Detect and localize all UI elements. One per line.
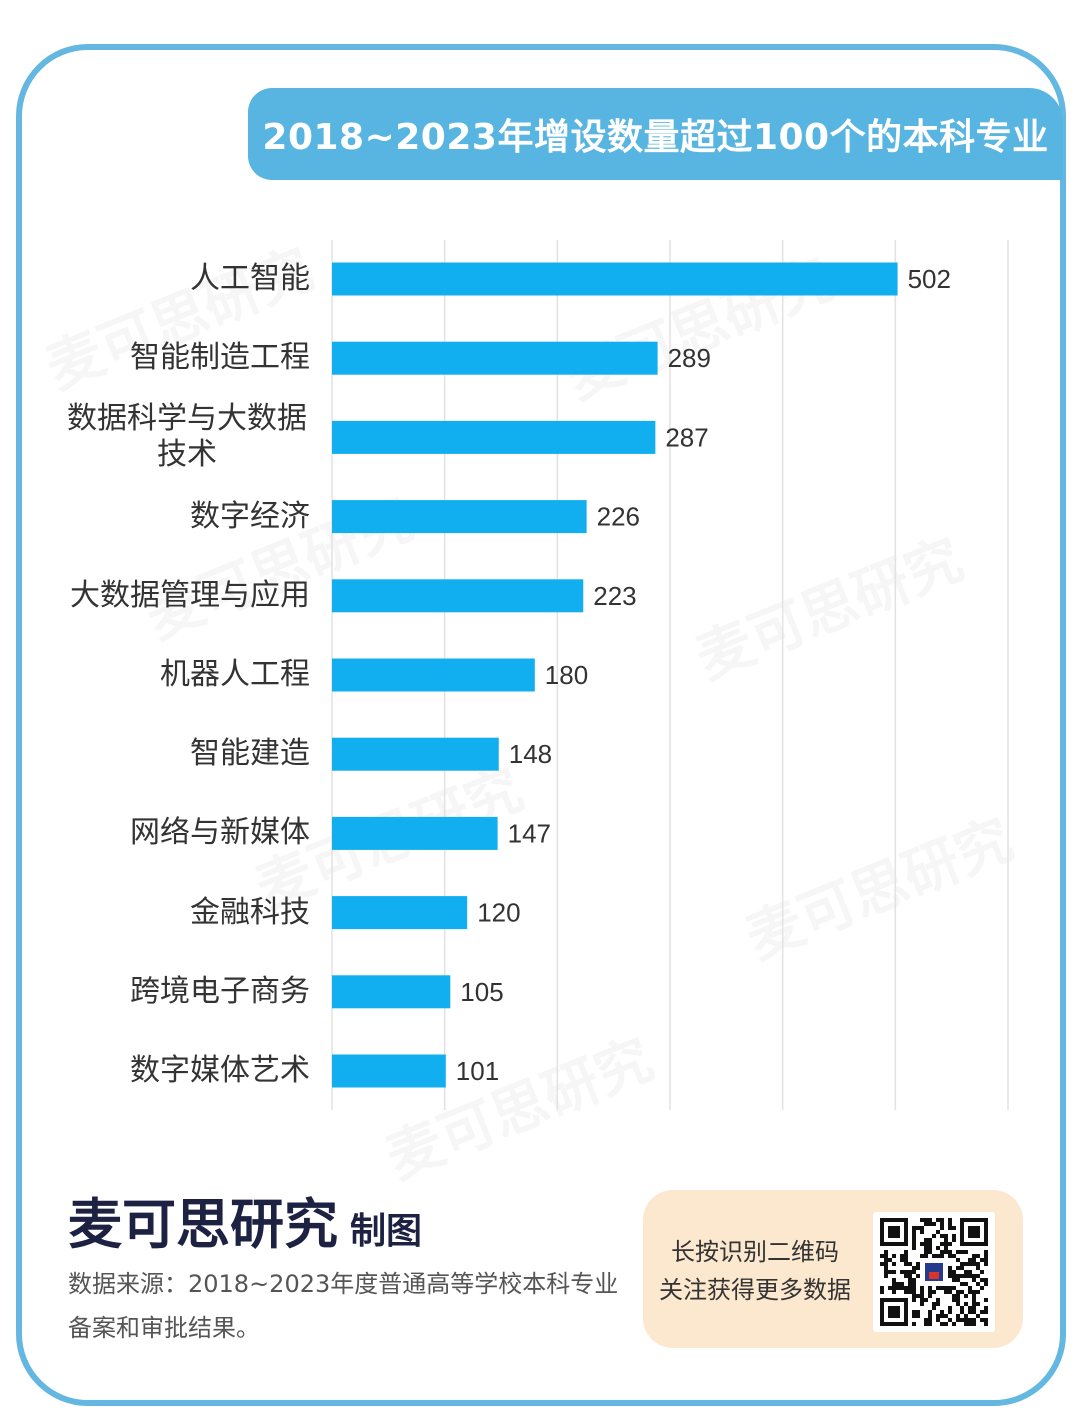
category-row-2: 数据科学与大数据技术 <box>20 401 310 473</box>
data-label-7: 147 <box>508 818 551 848</box>
category-row-7: 网络与新媒体 <box>20 815 310 851</box>
qr-code-icon <box>873 1212 995 1332</box>
qr-finder-inner <box>888 1226 900 1238</box>
title-banner: 2018~2023年增设数量超过100个的本科专业 <box>248 88 1063 180</box>
category-label-0: 人工智能 <box>190 261 310 296</box>
chart-bar-6 <box>332 737 499 771</box>
category-row-4: 大数据管理与应用 <box>20 578 310 614</box>
qr-code-graphic <box>880 1218 988 1326</box>
brand-credit: 麦可思研究 制图 <box>68 1196 422 1267</box>
chart-bar-3 <box>332 500 587 534</box>
chart-bar-8 <box>332 896 468 930</box>
data-label-8: 120 <box>477 898 520 928</box>
qr-promo-line: 长按识别二维码 <box>671 1238 839 1266</box>
data-label-1: 289 <box>668 343 711 373</box>
gridlines <box>331 240 1009 1110</box>
chart-bar-4 <box>332 579 584 613</box>
category-label-4: 大数据管理与应用 <box>70 577 310 613</box>
chart-title: 2018~2023年增设数量超过100个的本科专业 <box>262 117 1049 158</box>
chart-bar-5 <box>332 658 535 692</box>
brand-name: 麦可思研究 <box>68 1193 338 1256</box>
category-labels: 人工智能智能制造工程数据科学与大数据技术数字经济大数据管理与应用机器人工程智能建… <box>0 230 330 1130</box>
data-label-4: 223 <box>593 581 636 611</box>
brand-suffix: 制图 <box>350 1211 423 1252</box>
qr-promo-text: 长按识别二维码 关注获得更多数据 <box>645 1233 865 1309</box>
category-label-6: 智能建造 <box>190 736 310 772</box>
category-label-10: 数字媒体艺术 <box>130 1053 310 1088</box>
data-label-5: 180 <box>545 660 588 690</box>
category-row-1: 智能制造工程 <box>20 340 310 376</box>
category-label-2: 数据科学与大数据技术 <box>67 401 307 473</box>
category-row-9: 跨境电子商务 <box>20 974 310 1010</box>
data-source-line: 数据来源：2018~2023年度普通高等学校本科专业 <box>68 1270 619 1298</box>
chart-bar-1 <box>332 341 658 375</box>
qr-finder-inner <box>888 1306 900 1318</box>
category-label-7: 网络与新媒体 <box>130 815 310 851</box>
category-row-8: 金融科技 <box>20 895 310 931</box>
value-labels: 502 289 287 226 223 180 148 147 120 105 101 <box>456 264 951 1086</box>
chart-bar-2 <box>332 420 656 454</box>
data-label-2: 287 <box>665 422 708 452</box>
data-label-3: 226 <box>597 502 640 532</box>
data-label-10: 101 <box>456 1056 499 1086</box>
category-label-8: 金融科技 <box>190 894 310 930</box>
chart-bar-7 <box>332 816 498 850</box>
category-label-5: 机器人工程 <box>160 657 310 692</box>
chart-bar-9 <box>332 975 451 1009</box>
qr-modules <box>880 1218 988 1326</box>
data-source-note: 数据来源：2018~2023年度普通高等学校本科专业 备案和审批结果。 <box>68 1262 618 1350</box>
category-row-10: 数字媒体艺术 <box>20 1053 310 1089</box>
category-row-5: 机器人工程 <box>20 657 310 693</box>
data-label-9: 105 <box>460 977 503 1007</box>
category-label-1: 智能制造工程 <box>130 340 310 376</box>
category-row-6: 智能建造 <box>20 736 310 772</box>
qr-promo-box: 长按识别二维码 关注获得更多数据 <box>643 1190 1023 1348</box>
qr-promo-line: 关注获得更多数据 <box>659 1276 851 1304</box>
category-label-3: 数字经济 <box>190 498 310 534</box>
category-row-0: 人工智能 <box>20 261 310 297</box>
chart-bar-0 <box>332 262 898 296</box>
data-label-0: 502 <box>908 264 951 294</box>
outer-frame <box>16 44 1066 1406</box>
data-label-6: 148 <box>509 739 552 769</box>
chart-bar-10 <box>332 1054 446 1088</box>
data-source-line: 备案和审批结果。 <box>68 1314 260 1342</box>
bar-chart: 502 289 287 226 223 180 148 147 120 105 101 <box>331 240 1009 1110</box>
qr-finder-inner <box>968 1226 980 1238</box>
category-label-9: 跨境电子商务 <box>130 973 310 1009</box>
bars <box>332 262 898 1088</box>
qr-center-logo-accent <box>929 1272 939 1279</box>
category-row-3: 数字经济 <box>20 499 310 535</box>
